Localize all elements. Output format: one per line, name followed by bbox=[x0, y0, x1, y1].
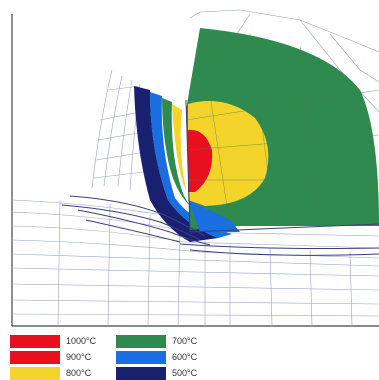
tool-rake-face bbox=[185, 99, 191, 233]
tool-field-900 bbox=[188, 129, 213, 192]
chip-outlines bbox=[61, 195, 379, 256]
temperature-legend: 1000°C 900°C 800°C 700°C 600°C 500°C bbox=[0, 330, 379, 380]
chip-band-600 bbox=[150, 92, 232, 238]
legend-swatch bbox=[10, 367, 60, 380]
legend-swatch bbox=[10, 351, 60, 364]
chip-temperature-bands bbox=[134, 86, 232, 242]
legend-label: 500°C bbox=[172, 368, 198, 378]
legend-swatch bbox=[116, 367, 166, 380]
legend-swatch bbox=[116, 335, 166, 348]
tool-field-600 bbox=[188, 200, 240, 232]
legend-swatch bbox=[116, 351, 166, 364]
cutting-simulation-diagram bbox=[11, 9, 379, 327]
tool-flank-face bbox=[189, 223, 379, 233]
chip-band-500 bbox=[134, 86, 218, 242]
legend-label: 600°C bbox=[172, 352, 198, 362]
legend-label: 700°C bbox=[172, 336, 198, 346]
legend-label: 900°C bbox=[66, 352, 92, 362]
workpiece-mesh bbox=[11, 199, 379, 327]
legend-label: 1000°C bbox=[66, 336, 97, 346]
tool-mesh bbox=[185, 29, 379, 227]
chip-band-700 bbox=[162, 98, 190, 206]
chip-band-800 bbox=[172, 104, 186, 190]
plot-frame bbox=[11, 14, 379, 327]
tool-temperature-field bbox=[186, 28, 379, 232]
legend-label: 800°C bbox=[66, 368, 92, 378]
legend-swatch bbox=[10, 335, 60, 348]
